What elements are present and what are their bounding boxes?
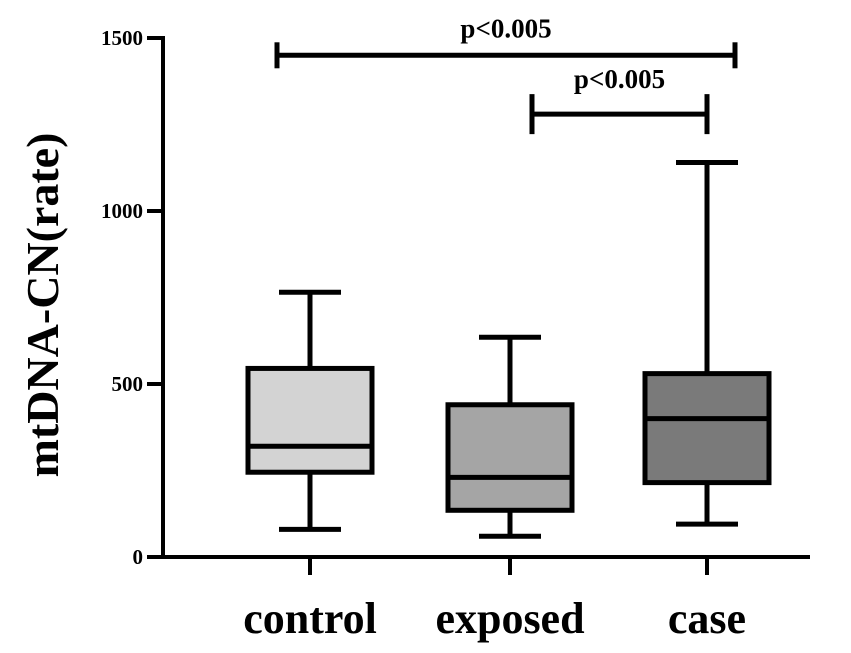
x-category-label-control: control — [243, 594, 377, 643]
iqr-box — [642, 371, 772, 486]
box-control — [245, 289, 375, 532]
significance-label: p<0.005 — [460, 13, 551, 43]
iqr-box — [445, 402, 575, 513]
boxes — [245, 160, 772, 539]
significance-bracket: p<0.005 — [529, 64, 710, 135]
y-tick-label: 0 — [133, 545, 144, 569]
box-case — [642, 160, 772, 527]
y-tick-label: 1000 — [101, 199, 143, 223]
y-tick-label: 500 — [112, 372, 144, 396]
significance-label: p<0.005 — [574, 64, 665, 94]
y-tick-label: 1500 — [101, 26, 143, 50]
x-axis: control exposed case — [161, 555, 810, 643]
significance-bracket: p<0.005 — [274, 13, 738, 69]
iqr-box — [245, 365, 375, 475]
significance-brackets: p<0.005 p<0.005 — [274, 13, 738, 135]
x-category-label-case: case — [668, 594, 746, 643]
y-axis-label: mtDNA-CN(rate) — [17, 133, 68, 478]
y-axis: 0 500 1000 1500 — [101, 26, 165, 569]
x-category-label-exposed: exposed — [435, 594, 584, 643]
box-exposed — [445, 334, 575, 539]
